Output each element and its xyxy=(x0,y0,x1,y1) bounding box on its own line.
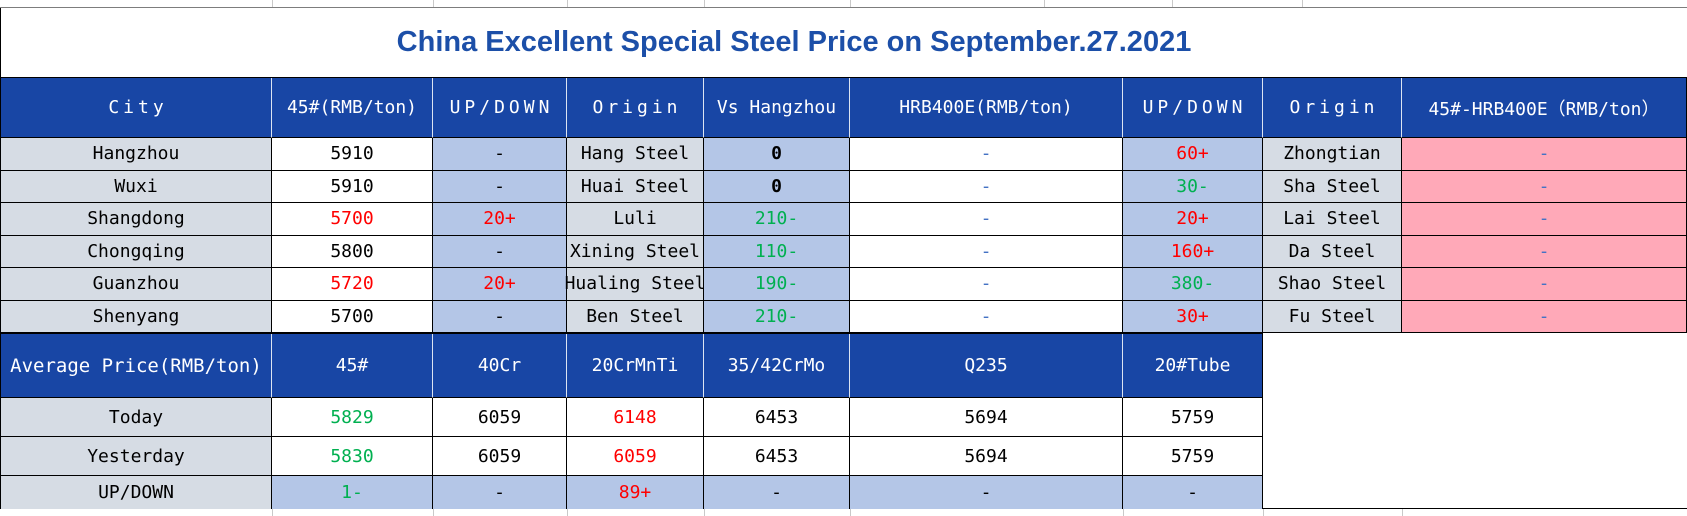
city-cell[interactable]: Wuxi xyxy=(1,170,272,203)
price-cell[interactable]: Shao Steel xyxy=(1263,268,1402,301)
price-cell[interactable]: Zhongtian xyxy=(1263,138,1402,171)
average-value-cell[interactable]: 6059 xyxy=(433,398,567,437)
price-cell[interactable]: - xyxy=(433,235,567,268)
page-title: China Excellent Special Steel Price on S… xyxy=(396,26,1192,58)
price-cell[interactable]: 20+ xyxy=(433,268,567,301)
column-header-origin-1[interactable]: Origin xyxy=(567,78,704,138)
price-cell[interactable]: - xyxy=(1402,170,1687,203)
column-header-45-minus-hrb400e[interactable]: 45#-HRB400E（RMB/ton） xyxy=(1402,78,1687,138)
price-cell[interactable]: 160+ xyxy=(1123,235,1263,268)
price-cell[interactable]: - xyxy=(850,170,1123,203)
row-label-cell[interactable]: Today xyxy=(1,398,272,437)
price-cell[interactable]: 110- xyxy=(704,235,850,268)
price-cell[interactable]: Ben Steel xyxy=(567,300,704,333)
price-cell[interactable]: - xyxy=(433,138,567,171)
row-label-cell[interactable]: Yesterday xyxy=(1,437,272,476)
column-header-3542crmo[interactable]: 35/42CrMo xyxy=(704,334,850,398)
column-header-q235[interactable]: Q235 xyxy=(850,334,1123,398)
price-cell[interactable]: - xyxy=(850,268,1123,301)
price-cell[interactable]: 190- xyxy=(704,268,850,301)
price-cell[interactable]: 20+ xyxy=(433,203,567,236)
price-cell[interactable]: 60+ xyxy=(1123,138,1263,171)
price-cell[interactable]: - xyxy=(1402,268,1687,301)
price-cell[interactable]: Lai Steel xyxy=(1263,203,1402,236)
city-cell[interactable]: Hangzhou xyxy=(1,138,272,171)
price-cell[interactable]: Xining Steel xyxy=(567,235,704,268)
price-cell[interactable]: Luli xyxy=(567,203,704,236)
price-cell[interactable]: - xyxy=(1402,235,1687,268)
average-value-cell[interactable]: 6059 xyxy=(567,437,704,476)
average-value-cell[interactable]: 5830 xyxy=(272,437,433,476)
average-value-cell[interactable]: - xyxy=(1123,476,1263,510)
price-cell[interactable]: - xyxy=(850,203,1123,236)
empty-region xyxy=(1263,333,1687,509)
average-value-cell[interactable]: 1- xyxy=(272,476,433,510)
price-cell[interactable]: Fu Steel xyxy=(1263,300,1402,333)
price-cell[interactable]: 30- xyxy=(1123,170,1263,203)
price-cell[interactable]: Huai Steel xyxy=(567,170,704,203)
column-header-origin-2[interactable]: Origin xyxy=(1263,78,1402,138)
average-price-table: Average Price(RMB/ton) 45# 40Cr 20CrMnTi… xyxy=(0,333,1263,510)
title-bar: China Excellent Special Steel Price on S… xyxy=(0,8,1687,77)
column-header-20crmnti[interactable]: 20CrMnTi xyxy=(567,334,704,398)
average-value-cell[interactable]: 5829 xyxy=(272,398,433,437)
average-value-cell[interactable]: 5759 xyxy=(1123,398,1263,437)
column-header-20tube[interactable]: 20#Tube xyxy=(1123,334,1263,398)
price-cell[interactable]: 5700 xyxy=(272,300,433,333)
average-value-cell[interactable]: 5694 xyxy=(850,398,1123,437)
column-header-45[interactable]: 45# xyxy=(272,334,433,398)
price-cell[interactable]: 30+ xyxy=(1123,300,1263,333)
average-value-cell[interactable]: 5759 xyxy=(1123,437,1263,476)
city-cell[interactable]: Shangdong xyxy=(1,203,272,236)
average-value-cell[interactable]: 6453 xyxy=(704,437,850,476)
column-header-updown-1[interactable]: UP/DOWN xyxy=(433,78,567,138)
price-cell[interactable]: Da Steel xyxy=(1263,235,1402,268)
price-cell[interactable]: 210- xyxy=(704,300,850,333)
column-header-40cr[interactable]: 40Cr xyxy=(433,334,567,398)
city-cell[interactable]: Chongqing xyxy=(1,235,272,268)
grid-strip-bottom xyxy=(0,509,1687,516)
price-cell[interactable]: 5910 xyxy=(272,170,433,203)
average-value-cell[interactable]: - xyxy=(433,476,567,510)
column-header-updown-2[interactable]: UP/DOWN xyxy=(1123,78,1263,138)
price-cell[interactable]: - xyxy=(850,138,1123,171)
price-cell[interactable]: 5800 xyxy=(272,235,433,268)
column-header-average-price[interactable]: Average Price(RMB/ton) xyxy=(1,334,272,398)
average-value-cell[interactable]: - xyxy=(850,476,1123,510)
price-cell[interactable]: - xyxy=(1402,203,1687,236)
price-cell[interactable]: 5720 xyxy=(272,268,433,301)
price-cell[interactable]: Hualing Steel xyxy=(565,268,705,301)
average-value-cell[interactable]: 6059 xyxy=(433,437,567,476)
price-cell[interactable]: - xyxy=(1402,300,1687,333)
column-header-city[interactable]: City xyxy=(1,78,272,138)
price-cell[interactable]: 380- xyxy=(1123,268,1263,301)
grid-strip-top xyxy=(0,0,1687,8)
average-value-cell[interactable]: 6453 xyxy=(704,398,850,437)
city-cell[interactable]: Guanzhou xyxy=(1,268,272,301)
price-cell[interactable]: 20+ xyxy=(1123,203,1263,236)
price-cell[interactable]: Hang Steel xyxy=(567,138,704,171)
price-cell[interactable]: 0 xyxy=(704,138,850,171)
average-value-cell[interactable]: - xyxy=(704,476,850,510)
price-cell[interactable]: Sha Steel xyxy=(1263,170,1402,203)
price-cell[interactable]: 5700 xyxy=(272,203,433,236)
average-value-cell[interactable]: 5694 xyxy=(850,437,1123,476)
price-cell[interactable]: 210- xyxy=(704,203,850,236)
price-cell[interactable]: - xyxy=(850,300,1123,333)
price-cell[interactable]: - xyxy=(850,235,1123,268)
city-cell[interactable]: Shenyang xyxy=(1,300,272,333)
average-value-cell[interactable]: 6148 xyxy=(567,398,704,437)
row-label-cell[interactable]: UP/DOWN xyxy=(1,476,272,510)
price-cell[interactable]: - xyxy=(433,170,567,203)
price-cell[interactable]: 5910 xyxy=(272,138,433,171)
column-header-vs-hangzhou[interactable]: Vs Hangzhou xyxy=(704,78,850,138)
column-header-45-price[interactable]: 45#(RMB/ton) xyxy=(272,78,433,138)
price-table: City 45#(RMB/ton) UP/DOWN Origin Vs Hang… xyxy=(0,77,1687,333)
column-header-hrb400e[interactable]: HRB400E(RMB/ton) xyxy=(850,78,1123,138)
price-cell[interactable]: - xyxy=(433,300,567,333)
average-value-cell[interactable]: 89+ xyxy=(567,476,704,510)
price-cell[interactable]: 0 xyxy=(704,170,850,203)
price-cell[interactable]: - xyxy=(1402,138,1687,171)
